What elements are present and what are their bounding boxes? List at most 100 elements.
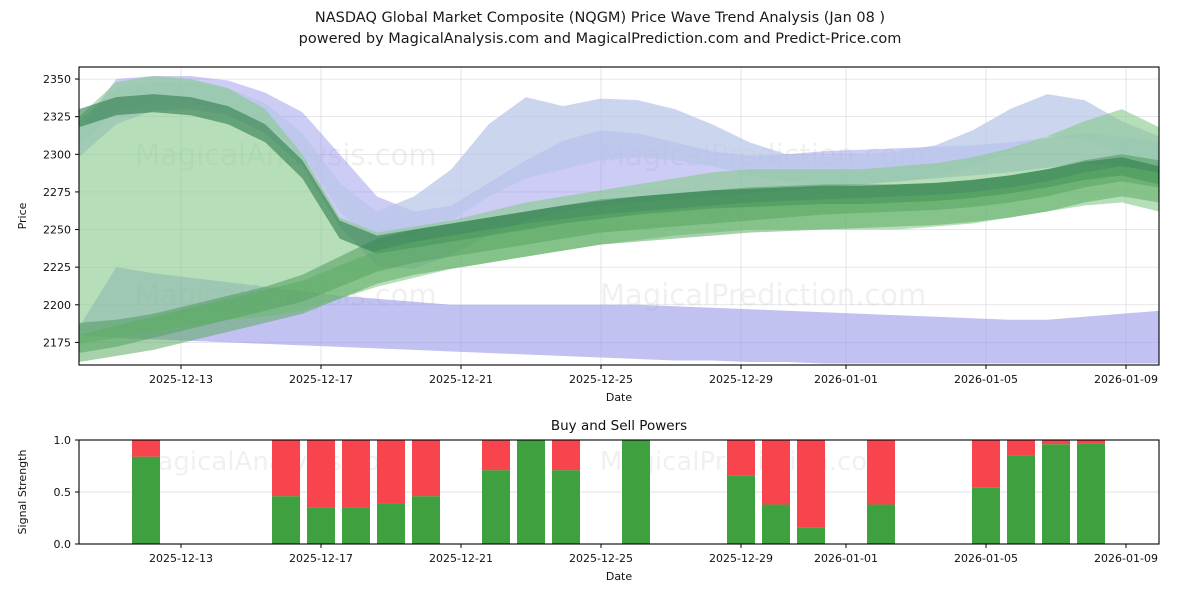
bar-group bbox=[377, 440, 405, 544]
sell-power-bar bbox=[377, 440, 405, 504]
bar-group bbox=[132, 440, 160, 544]
buy-sell-bars bbox=[132, 440, 1105, 544]
bar-group bbox=[482, 440, 510, 544]
lower-chart-title: Buy and Sell Powers bbox=[551, 418, 687, 434]
sell-power-bar bbox=[1042, 440, 1070, 445]
bar-group bbox=[972, 440, 1000, 544]
x-tick-label: 2026-01-01 bbox=[814, 552, 878, 565]
sell-power-bar bbox=[307, 440, 335, 508]
buy-power-bar bbox=[412, 496, 440, 544]
sell-power-bar bbox=[972, 440, 1000, 488]
buy-power-bar bbox=[972, 487, 1000, 544]
y-tick-label: 2300 bbox=[43, 148, 71, 161]
sell-power-bar bbox=[797, 440, 825, 528]
x-tick-label: 2025-12-21 bbox=[429, 373, 493, 386]
buy-power-bar bbox=[1007, 455, 1035, 544]
y-tick-label: 2200 bbox=[43, 299, 71, 312]
x-tick-label: 2026-01-09 bbox=[1094, 373, 1158, 386]
sell-power-bar bbox=[727, 440, 755, 476]
bar-group bbox=[307, 440, 335, 544]
sell-power-bar bbox=[867, 440, 895, 505]
y-tick-label: 1.0 bbox=[54, 434, 72, 447]
y-tick-label: 2250 bbox=[43, 224, 71, 237]
x-tick-label: 2026-01-05 bbox=[954, 552, 1018, 565]
buy-power-bar bbox=[132, 456, 160, 544]
bar-group bbox=[272, 440, 300, 544]
main-y-axis-ticks: 2175 2200 2225 2250 2275 2300 2325 2350 bbox=[43, 73, 79, 349]
y-tick-label: 0.0 bbox=[54, 538, 72, 551]
buy-power-bar bbox=[727, 475, 755, 544]
y-tick-label: 2350 bbox=[43, 73, 71, 86]
buy-power-bar bbox=[482, 470, 510, 544]
x-tick-label: 2025-12-25 bbox=[569, 552, 633, 565]
sell-power-bar bbox=[272, 440, 300, 497]
main-x-axis-ticks: 2025-12-13 2025-12-17 2025-12-21 2025-12-25… bbox=[149, 365, 1158, 386]
bar-group bbox=[797, 440, 825, 544]
buy-power-bar bbox=[797, 527, 825, 544]
main-plot-frame bbox=[78, 66, 1160, 366]
sell-power-bar bbox=[482, 440, 510, 471]
y-tick-label: 2175 bbox=[43, 336, 71, 349]
sell-power-bar bbox=[412, 440, 440, 497]
buy-power-bar bbox=[377, 503, 405, 544]
bar-group bbox=[1042, 440, 1070, 544]
y-tick-label: 0.5 bbox=[54, 486, 72, 499]
wave-band-blue-upper-wave bbox=[79, 76, 1159, 269]
page-title: NASDAQ Global Market Composite (NQGM) Pr… bbox=[0, 8, 1200, 50]
bar-group bbox=[762, 440, 790, 544]
sell-power-bar bbox=[132, 440, 160, 457]
buy-power-bar bbox=[867, 504, 895, 544]
buy-power-bar bbox=[272, 496, 300, 544]
x-tick-label: 2025-12-29 bbox=[709, 552, 773, 565]
x-tick-label: 2025-12-25 bbox=[569, 373, 633, 386]
sell-power-bar bbox=[552, 440, 580, 471]
x-tick-label: 2026-01-01 bbox=[814, 373, 878, 386]
buy-power-bar bbox=[342, 507, 370, 544]
sell-power-bar bbox=[762, 440, 790, 505]
x-tick-label: 2026-01-09 bbox=[1094, 552, 1158, 565]
bar-group bbox=[412, 440, 440, 544]
wave-band-light-blue-band bbox=[79, 82, 1159, 245]
sell-power-bar bbox=[1007, 440, 1035, 456]
y-tick-label: 2225 bbox=[43, 261, 71, 274]
x-tick-label: 2025-12-21 bbox=[429, 552, 493, 565]
x-tick-label: 2025-12-13 bbox=[149, 373, 213, 386]
sell-power-bar bbox=[1077, 440, 1105, 444]
wave-band-blue-wide-band bbox=[79, 267, 1159, 364]
wave-band-green-tail-band bbox=[79, 166, 1159, 362]
lower-x-axis-ticks: 2025-12-13 2025-12-17 2025-12-21 2025-12-25… bbox=[149, 544, 1158, 565]
x-tick-label: 2026-01-05 bbox=[954, 373, 1018, 386]
main-y-axis-label: Price bbox=[16, 202, 29, 229]
bar-group bbox=[727, 440, 755, 544]
lower-y-axis-label: Signal Strength bbox=[16, 450, 29, 535]
buy-power-bar bbox=[517, 440, 545, 544]
bar-group bbox=[517, 440, 545, 544]
bar-group bbox=[622, 440, 650, 544]
lower-y-axis-ticks: 0.0 0.5 1.0 bbox=[54, 434, 79, 551]
buy-power-bar bbox=[552, 470, 580, 544]
wave-band-dark-green-core bbox=[79, 94, 1159, 254]
bar-group bbox=[1077, 440, 1105, 544]
y-tick-label: 2325 bbox=[43, 111, 71, 124]
main-x-axis-label: Date bbox=[606, 391, 633, 404]
bar-group bbox=[867, 440, 895, 544]
buy-power-bar bbox=[622, 440, 650, 544]
buy-power-bar bbox=[1042, 444, 1070, 544]
bar-group bbox=[342, 440, 370, 544]
buy-power-bar bbox=[307, 507, 335, 544]
price-wave-bands bbox=[79, 76, 1159, 364]
buy-power-bar bbox=[1077, 443, 1105, 544]
x-tick-label: 2025-12-29 bbox=[709, 373, 773, 386]
x-tick-label: 2025-12-17 bbox=[289, 552, 353, 565]
y-tick-label: 2275 bbox=[43, 186, 71, 199]
title-line-1: NASDAQ Global Market Composite (NQGM) Pr… bbox=[314, 10, 886, 26]
bar-group bbox=[552, 440, 580, 544]
x-tick-label: 2025-12-13 bbox=[149, 552, 213, 565]
sell-power-bar bbox=[342, 440, 370, 508]
lower-x-axis-label: Date bbox=[606, 570, 633, 583]
x-tick-label: 2025-12-17 bbox=[289, 373, 353, 386]
title-line-2: powered by MagicalAnalysis.com and Magic… bbox=[298, 31, 902, 47]
buy-power-bar bbox=[762, 504, 790, 544]
